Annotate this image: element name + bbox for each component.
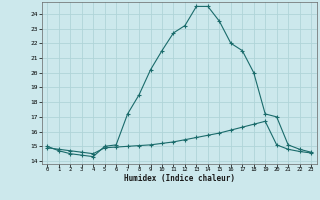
- X-axis label: Humidex (Indice chaleur): Humidex (Indice chaleur): [124, 174, 235, 183]
